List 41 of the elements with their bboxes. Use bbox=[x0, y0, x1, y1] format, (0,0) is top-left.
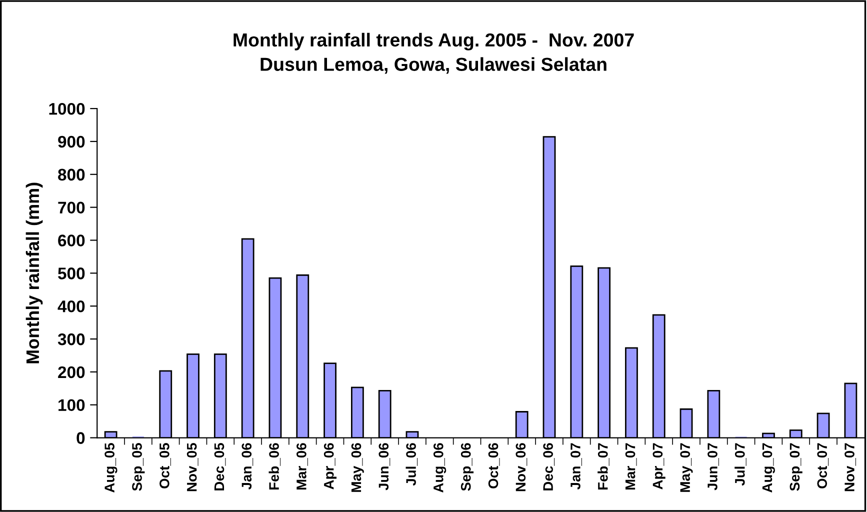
x-tick-label: Oct_06 bbox=[488, 443, 500, 488]
x-tick-label: Mar_07 bbox=[625, 443, 637, 490]
x-tick-label: Jan_07 bbox=[570, 443, 582, 490]
x-tick-label: Sep_07 bbox=[790, 443, 802, 491]
x-tick-label: Aug_07 bbox=[762, 443, 775, 492]
x-tick-label: Jul_06 bbox=[406, 443, 418, 486]
x-tick-label: Nov_07 bbox=[844, 443, 856, 492]
y-tick-label: 800 bbox=[58, 168, 85, 181]
x-tick-label: Nov_05 bbox=[186, 443, 198, 492]
x-tick-label: Oct_05 bbox=[160, 443, 171, 488]
y-tick-label: 400 bbox=[58, 300, 85, 312]
y-tick-label: 1000 bbox=[49, 102, 85, 115]
x-tick-label: Oct_07 bbox=[817, 443, 829, 488]
x-tick-label: Mar_06 bbox=[296, 443, 308, 490]
y-tick-label: 900 bbox=[58, 136, 85, 148]
x-tick-label: Sep_05 bbox=[132, 443, 145, 491]
x-tick-label: Dec_06 bbox=[543, 443, 555, 490]
x-tick-label: Apr_07 bbox=[652, 443, 666, 490]
y-tick-label: 500 bbox=[58, 268, 85, 280]
y-tick-label: 200 bbox=[58, 366, 85, 378]
x-tick-label: Apr_06 bbox=[324, 443, 337, 490]
x-tick-label: Nov_06 bbox=[516, 443, 528, 492]
y-tick-label: 600 bbox=[58, 234, 85, 246]
x-tick-label: Sep_06 bbox=[460, 443, 474, 491]
x-tick-label: Jun_07 bbox=[708, 443, 719, 490]
x-tick-label: Jan_06 bbox=[242, 443, 254, 490]
y-tick-label: 100 bbox=[58, 399, 85, 412]
x-tick-label: Feb_06 bbox=[268, 443, 281, 490]
x-tick-label: Feb_07 bbox=[598, 443, 610, 490]
chart-title: Monthly rainfall trends Aug. 2005 - Nov. 2007 Dusun Lemoa, Gowa, Sulawesi Selatan bbox=[234, 32, 634, 74]
x-tick-label: Aug_06 bbox=[433, 443, 446, 492]
y-tick-label: 0 bbox=[76, 432, 85, 444]
x-tick-label: May_07 bbox=[680, 443, 693, 492]
y-tick-label: 300 bbox=[58, 333, 85, 346]
y-tick-label: 700 bbox=[58, 202, 85, 214]
x-tick-label: Dec_05 bbox=[214, 443, 226, 490]
x-tick-label: May_06 bbox=[351, 443, 364, 492]
x-tick-label: Jun_06 bbox=[378, 443, 390, 490]
y-axis-title: Monthly rainfall (mm) bbox=[26, 182, 43, 364]
x-tick-label: Aug_05 bbox=[104, 443, 118, 492]
x-tick-label: Jul_07 bbox=[734, 443, 746, 486]
